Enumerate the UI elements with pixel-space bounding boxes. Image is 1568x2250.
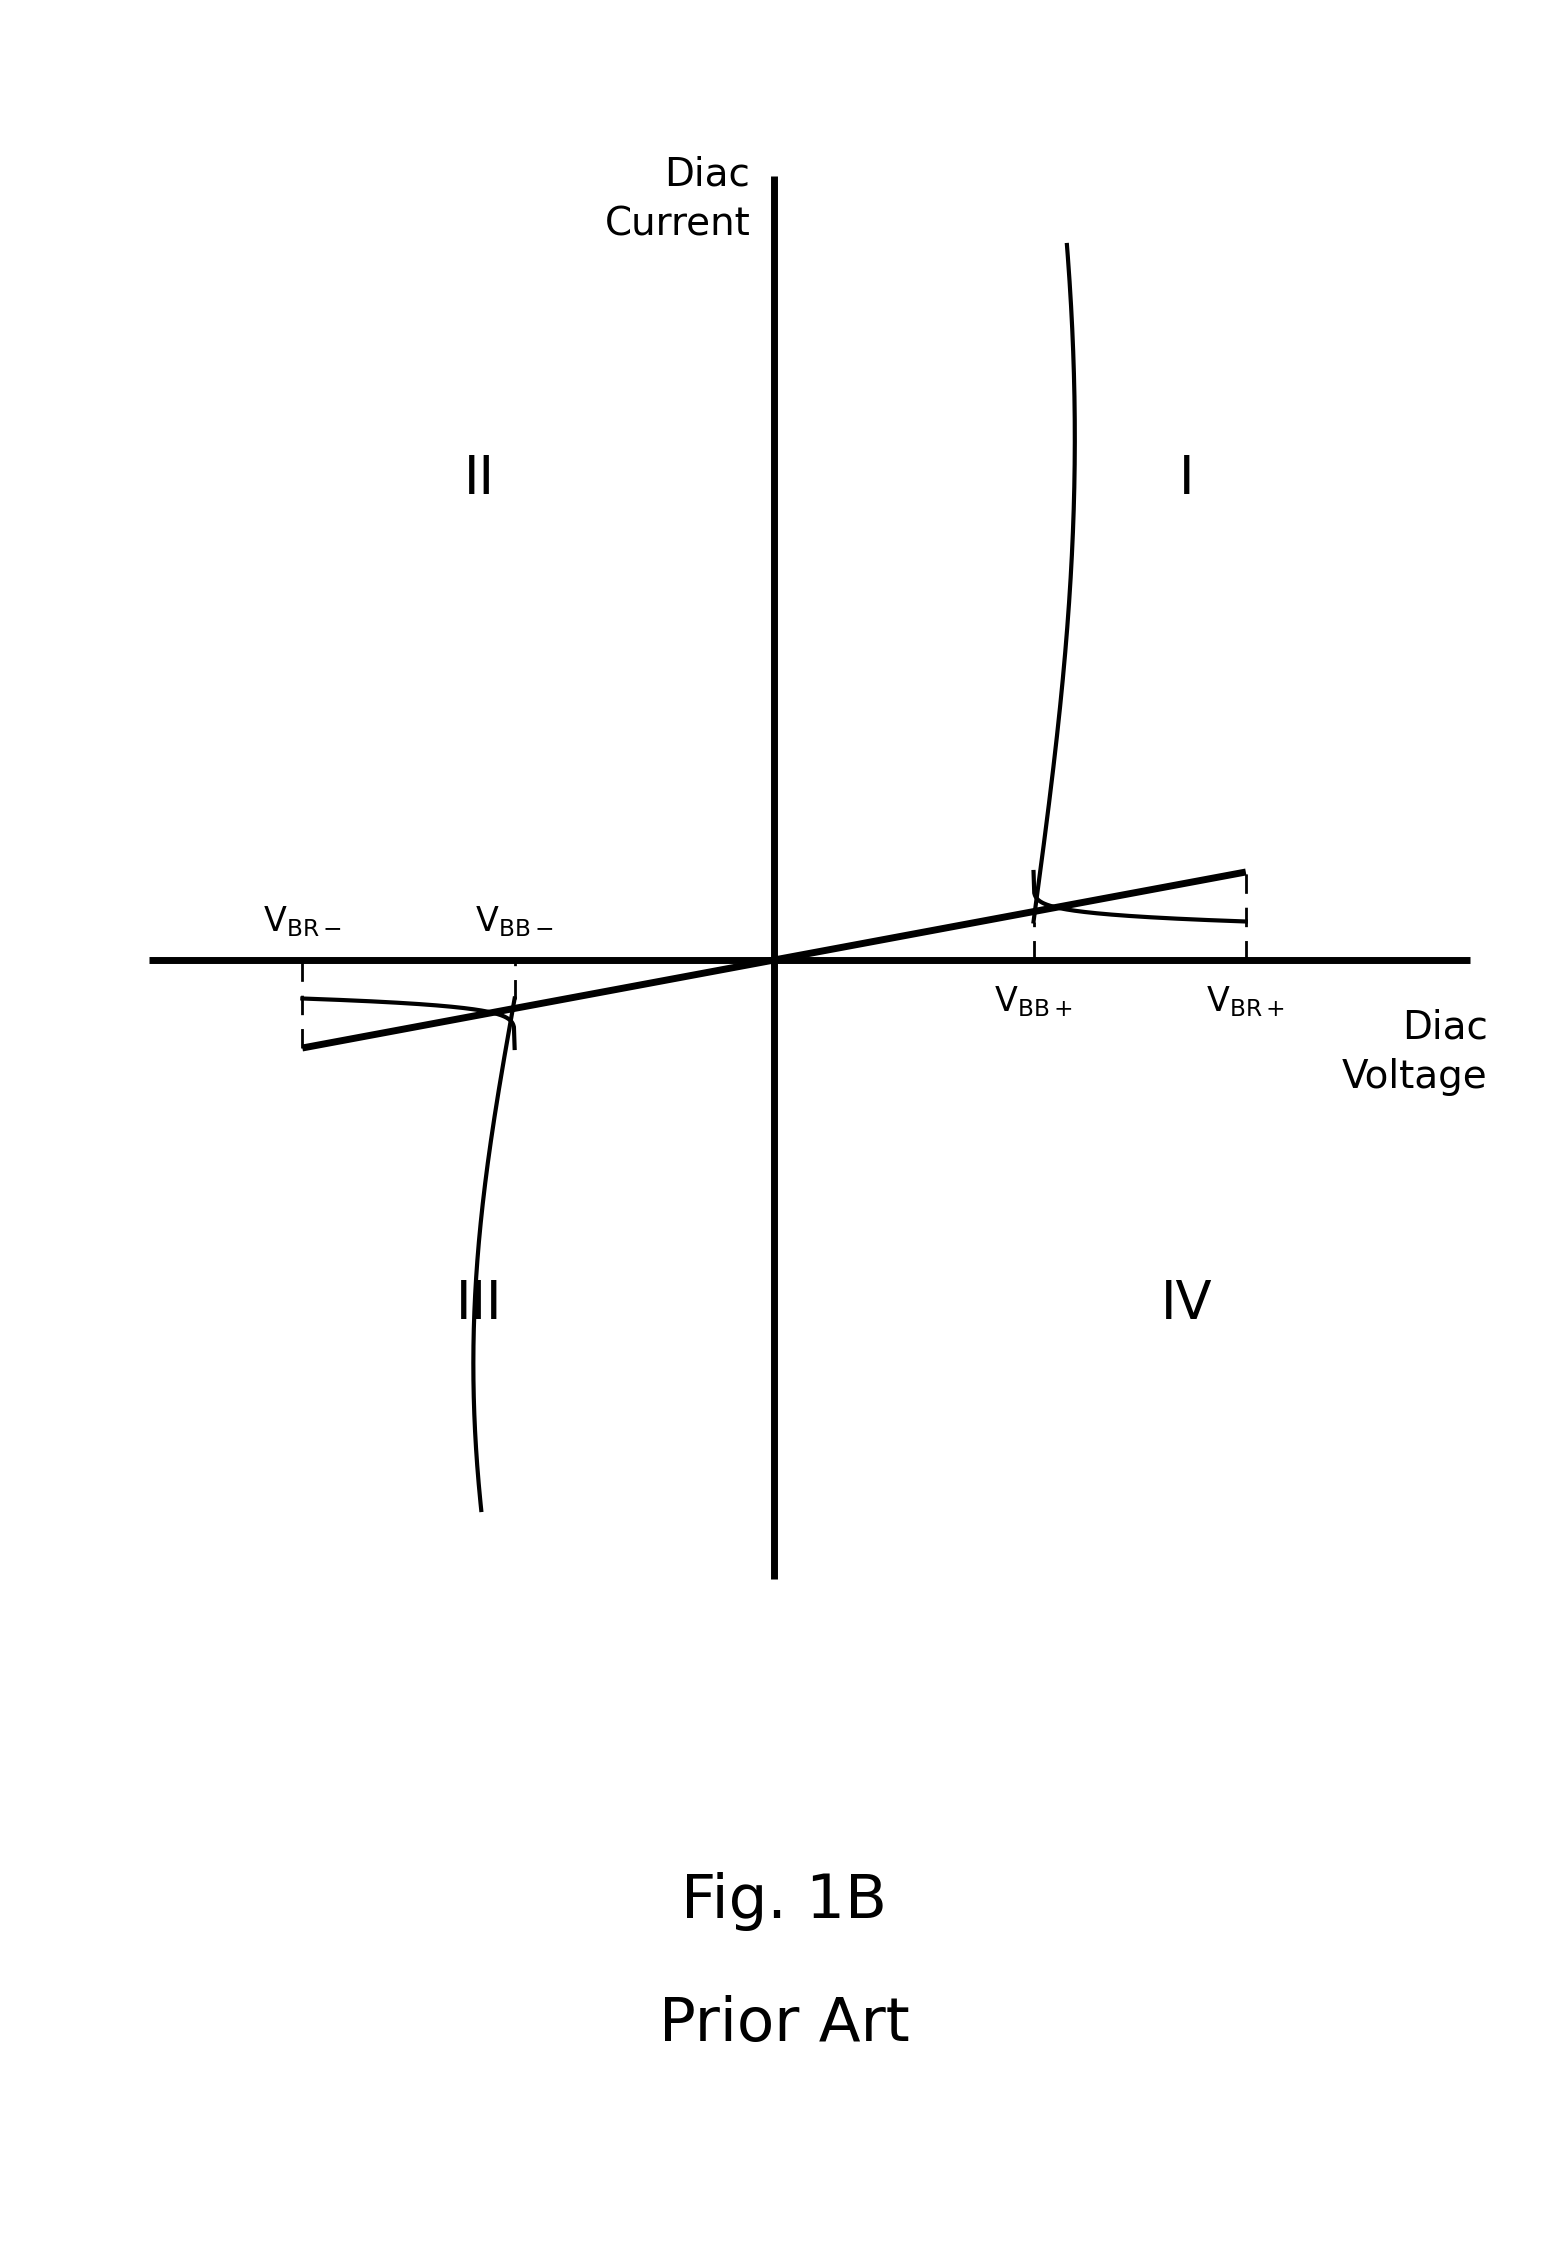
Text: $\mathregular{V_{BB+}}$: $\mathregular{V_{BB+}}$: [994, 986, 1073, 1019]
Text: $\mathregular{V_{BR-}}$: $\mathregular{V_{BR-}}$: [263, 904, 342, 940]
Text: III: III: [456, 1278, 502, 1330]
Text: $\mathregular{V_{BR+}}$: $\mathregular{V_{BR+}}$: [1206, 986, 1286, 1019]
Text: Fig. 1B: Fig. 1B: [681, 1872, 887, 1930]
Text: Diac
Voltage: Diac Voltage: [1342, 1008, 1488, 1096]
Text: I: I: [1179, 452, 1195, 504]
Text: $\mathregular{V_{BB-}}$: $\mathregular{V_{BB-}}$: [475, 904, 554, 940]
Text: Prior Art: Prior Art: [659, 1996, 909, 2054]
Text: Diac
Current: Diac Current: [605, 155, 751, 243]
Text: IV: IV: [1160, 1278, 1212, 1330]
Text: II: II: [464, 452, 495, 504]
